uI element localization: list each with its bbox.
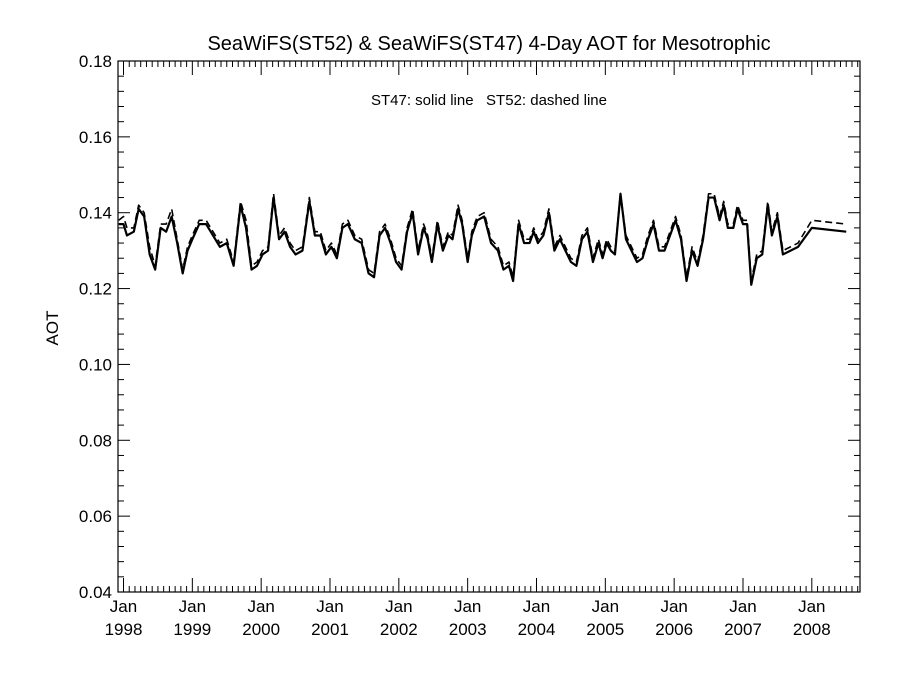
x-tick-year-label: 2001 <box>311 620 349 639</box>
series-line-st52 <box>118 192 847 282</box>
x-tick-year-label: 2008 <box>793 620 831 639</box>
y-tick-labels: 0.04 0.06 0.08 0.10 0.12 0.14 0.16 0.18 <box>79 52 112 602</box>
x-tick-year-label: 2006 <box>655 620 693 639</box>
x-tick-month-label: Jan <box>592 597 619 616</box>
axis-ticks <box>118 60 860 593</box>
x-tick-year-label: 2005 <box>586 620 624 639</box>
x-tick-month-label: Jan <box>798 597 825 616</box>
y-axis-label: AOT <box>43 311 62 346</box>
x-tick-year-label: 2002 <box>380 620 418 639</box>
y-tick-label: 0.06 <box>79 507 112 526</box>
y-tick-label: 0.08 <box>79 431 112 450</box>
line-style-annotation: ST47: solid line ST52: dashed line <box>371 92 607 109</box>
x-tick-month-label: Jan <box>110 597 137 616</box>
x-tick-year-label: 2007 <box>724 620 762 639</box>
x-tick-month-label: Jan <box>454 597 481 616</box>
chart-title: SeaWiFS(ST52) & SeaWiFS(ST47) 4-Day AOT … <box>207 33 770 55</box>
y-tick-label: 0.16 <box>79 128 112 147</box>
x-tick-month-label: Jan <box>660 597 687 616</box>
series-lines <box>118 192 847 286</box>
x-tick-year-label: 2004 <box>518 620 556 639</box>
y-tick-label: 0.12 <box>79 280 112 299</box>
x-tick-year-label: 2000 <box>242 620 280 639</box>
x-tick-month-label: Jan <box>316 597 343 616</box>
x-tick-labels: Jan 1998 Jan 1999 Jan 2000 Jan 2001 Jan 2002 Jan 20… <box>105 597 831 639</box>
plot-frame <box>117 60 861 593</box>
y-tick-label: 0.14 <box>79 204 112 223</box>
x-tick-month-label: Jan <box>385 597 412 616</box>
x-tick-year-label: 1999 <box>173 620 211 639</box>
y-tick-label: 0.18 <box>79 52 112 71</box>
y-tick-label: 0.10 <box>79 355 112 374</box>
x-tick-year-label: 1998 <box>105 620 143 639</box>
y-tick-label: 0.04 <box>79 583 112 602</box>
x-tick-month-label: Jan <box>179 597 206 616</box>
x-tick-month-label: Jan <box>247 597 274 616</box>
x-tick-month-label: Jan <box>729 597 756 616</box>
x-tick-month-label: Jan <box>523 597 550 616</box>
x-tick-year-label: 2003 <box>449 620 487 639</box>
